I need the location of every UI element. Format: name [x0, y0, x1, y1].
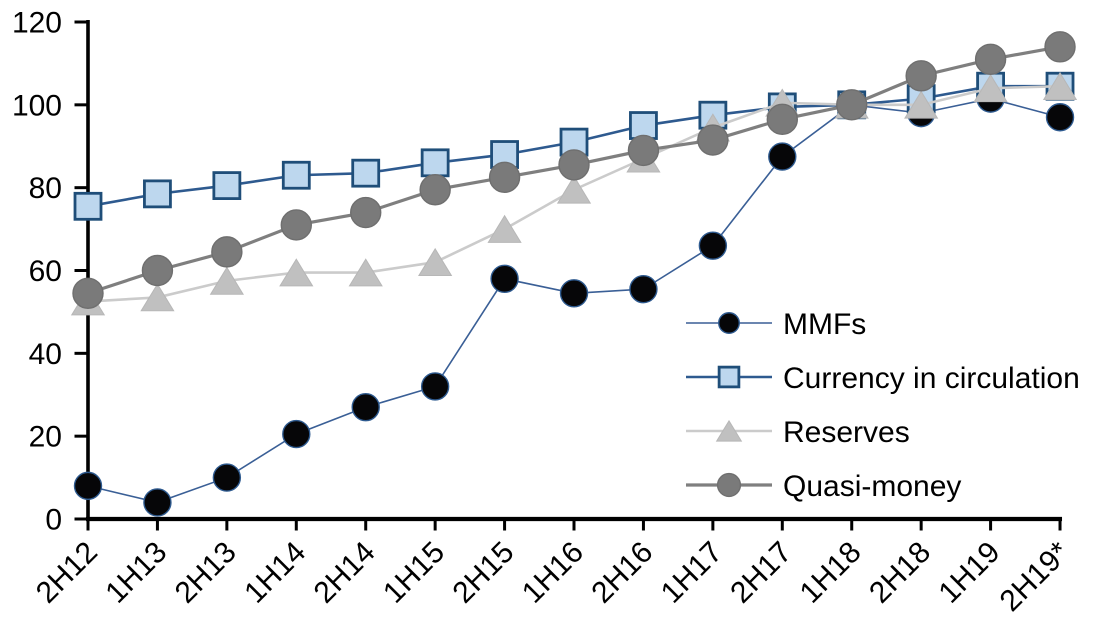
marker-circle-quasi-money — [905, 60, 937, 92]
legend-item-currency-in-circulation: Currency in circulation — [686, 362, 1080, 395]
y-tick-label: 100 — [12, 89, 62, 122]
x-tick-label: 1H14 — [238, 536, 312, 610]
y-tick-label: 0 — [45, 504, 62, 537]
marker-square-currency-in-circulation — [351, 158, 381, 188]
marker-square-currency-in-circulation — [717, 365, 741, 389]
legend-label-reserves: Reserves — [783, 416, 910, 449]
x-tick-label: 2H16 — [585, 536, 659, 610]
marker-circle-quasi-money — [627, 134, 660, 167]
y-tick-label: 80 — [29, 172, 62, 205]
marker-circle-mmfs — [629, 274, 658, 304]
x-tick-label: 2H17 — [724, 536, 798, 610]
x-tick-label: 2H14 — [308, 536, 382, 610]
x-tick-label: 1H17 — [655, 536, 729, 610]
x-tick-label: 2H15 — [446, 536, 520, 610]
marker-circle-quasi-money — [716, 472, 742, 498]
marker-triangle-reserves — [973, 73, 1008, 103]
x-tick-label: 1H15 — [377, 536, 451, 610]
marker-triangle-reserves — [209, 266, 244, 295]
marker-circle-quasi-money — [1044, 31, 1076, 63]
marker-circle-quasi-money — [280, 209, 312, 241]
marker-circle-mmfs — [282, 419, 311, 449]
marker-triangle-reserves — [715, 419, 743, 442]
marker-triangle-reserves — [556, 175, 592, 204]
marker-circle-quasi-money — [72, 277, 104, 309]
legend-label-quasi-money: Quasi-money — [783, 470, 961, 503]
series-mmfs — [73, 84, 1075, 517]
marker-circle-quasi-money — [488, 161, 521, 194]
y-tick-label: 120 — [12, 7, 62, 40]
marker-circle-quasi-money — [350, 196, 382, 229]
legend-label-mmfs: MMFs — [783, 308, 866, 341]
marker-circle-mmfs — [143, 488, 172, 517]
legend-item-mmfs: MMFs — [686, 308, 866, 341]
marker-square-currency-in-circulation — [212, 171, 242, 200]
marker-circle-mmfs — [351, 392, 380, 422]
marker-circle-quasi-money — [141, 254, 174, 287]
marker-circle-mmfs — [420, 372, 450, 401]
marker-circle-mmfs — [559, 279, 589, 308]
marker-circle-quasi-money — [558, 149, 590, 181]
marker-triangle-reserves — [904, 90, 939, 119]
marker-circle-mmfs — [490, 264, 519, 293]
marker-triangle-reserves — [1042, 71, 1078, 101]
y-tick-label: 40 — [29, 338, 62, 371]
marker-square-currency-in-circulation — [143, 179, 172, 209]
marker-square-currency-in-circulation — [420, 148, 450, 178]
marker-circle-mmfs — [768, 142, 797, 171]
marker-circle-mmfs — [1045, 103, 1075, 132]
marker-circle-mmfs — [212, 463, 242, 492]
marker-triangle-reserves — [140, 283, 175, 312]
legend-label-currency-in-circulation: Currency in circulation — [783, 362, 1080, 395]
marker-circle-quasi-money — [211, 236, 243, 268]
legend: MMFs Currency in circulation Reserves Quasi… — [686, 308, 1080, 503]
marker-triangle-reserves — [279, 258, 314, 287]
x-tick-label: 1H13 — [99, 536, 173, 610]
legend-item-reserves: Reserves — [686, 416, 910, 449]
marker-circle-mmfs — [698, 231, 728, 260]
y-tick-label: 20 — [29, 421, 62, 454]
legend-item-quasi-money: Quasi-money — [686, 470, 961, 503]
x-tick-label: 1H19 — [932, 536, 1006, 610]
marker-circle-quasi-money — [697, 124, 729, 156]
x-tick-label: 1H16 — [516, 536, 590, 610]
x-tick-label: 2H18 — [863, 536, 937, 610]
x-tick-label: 2H12 — [30, 536, 104, 610]
y-tick-label: 60 — [29, 255, 62, 288]
series-quasi-money — [72, 31, 1076, 309]
marker-triangle-reserves — [487, 214, 522, 243]
marker-circle-quasi-money — [974, 43, 1007, 75]
marker-circle-quasi-money — [766, 103, 798, 136]
x-tick-label: 2H19* — [994, 535, 1077, 618]
marker-square-currency-in-circulation — [281, 160, 311, 190]
marker-circle-mmfs — [73, 471, 103, 501]
marker-circle-quasi-money — [836, 89, 868, 121]
marker-triangle-reserves — [418, 247, 453, 277]
marker-triangle-reserves — [348, 258, 383, 287]
x-tick-label: 1H18 — [794, 536, 868, 610]
marker-circle-mmfs — [718, 312, 740, 334]
marker-square-currency-in-circulation — [629, 111, 658, 140]
marker-square-currency-in-circulation — [73, 191, 103, 221]
x-tick-label: 2H13 — [169, 536, 243, 610]
marker-circle-quasi-money — [419, 174, 451, 206]
